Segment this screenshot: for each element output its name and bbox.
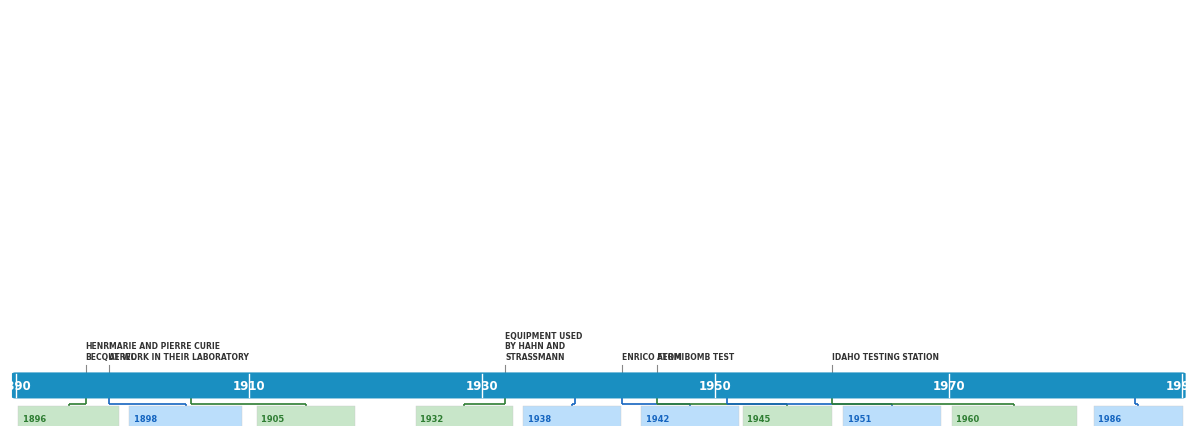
Text: 1942: 1942 — [646, 414, 672, 423]
Text: 1930: 1930 — [466, 379, 498, 392]
Text: 1945: 1945 — [747, 414, 774, 423]
FancyBboxPatch shape — [416, 406, 513, 426]
FancyBboxPatch shape — [1094, 406, 1183, 426]
FancyBboxPatch shape — [12, 372, 1186, 399]
FancyBboxPatch shape — [952, 406, 1077, 426]
Text: HENRI
BECQUEREL: HENRI BECQUEREL — [86, 342, 136, 361]
Text: 1990: 1990 — [1165, 379, 1194, 392]
FancyBboxPatch shape — [18, 406, 119, 426]
Text: 1986: 1986 — [1098, 414, 1125, 423]
Text: IDAHO TESTING STATION: IDAHO TESTING STATION — [832, 352, 940, 361]
FancyBboxPatch shape — [743, 406, 832, 426]
Text: 1938: 1938 — [528, 414, 554, 423]
Text: 1905: 1905 — [261, 414, 288, 423]
Text: ATOM BOMB TEST: ATOM BOMB TEST — [657, 352, 734, 361]
Text: 1910: 1910 — [233, 379, 265, 392]
FancyBboxPatch shape — [129, 406, 242, 426]
Text: 1932: 1932 — [420, 414, 447, 423]
Text: MARIE AND PIERRE CURIE
AT WORK IN THEIR LABORATORY: MARIE AND PIERRE CURIE AT WORK IN THEIR … — [109, 342, 248, 361]
Text: 1970: 1970 — [933, 379, 965, 392]
Text: EQUIPMENT USED
BY HAHN AND
STRASSMANN: EQUIPMENT USED BY HAHN AND STRASSMANN — [505, 331, 583, 361]
Text: 1960: 1960 — [956, 414, 983, 423]
Text: 1951: 1951 — [848, 414, 874, 423]
Text: 1950: 1950 — [698, 379, 732, 392]
Text: ENRICO FERMI: ENRICO FERMI — [622, 352, 684, 361]
Text: 1898: 1898 — [134, 414, 160, 423]
FancyBboxPatch shape — [843, 406, 941, 426]
FancyBboxPatch shape — [257, 406, 355, 426]
FancyBboxPatch shape — [641, 406, 739, 426]
Text: 1896: 1896 — [23, 414, 49, 423]
FancyBboxPatch shape — [523, 406, 621, 426]
Text: 1890: 1890 — [0, 379, 32, 392]
